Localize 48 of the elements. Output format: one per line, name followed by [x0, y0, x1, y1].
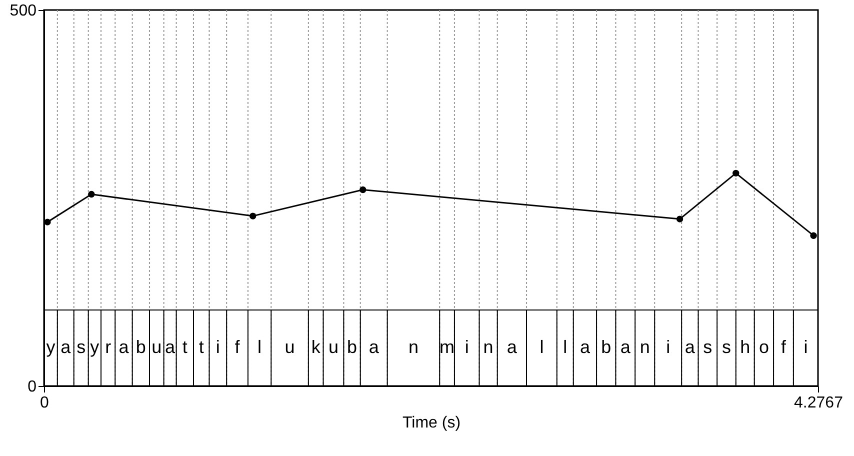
- annotation: a: [580, 337, 591, 358]
- annotation: l: [540, 337, 544, 358]
- annotation: i: [464, 337, 469, 358]
- annotation: a: [368, 337, 380, 358]
- annotation: a: [118, 337, 130, 358]
- annotation: u: [284, 337, 295, 358]
- annotation: h: [740, 337, 750, 358]
- annotation: a: [684, 337, 696, 358]
- annotation: u: [328, 337, 338, 358]
- annotation: f: [234, 337, 241, 358]
- annotation: a: [506, 337, 518, 358]
- annotation: f: [780, 337, 787, 358]
- annotation: i: [804, 337, 808, 358]
- annotation: y: [46, 337, 56, 358]
- annotation: n: [408, 337, 418, 358]
- annotation: l: [258, 337, 262, 358]
- annotation: i: [666, 337, 670, 358]
- annotation: s: [703, 337, 712, 358]
- annotation: k: [311, 337, 322, 358]
- annotation: s: [722, 337, 731, 358]
- annotation: n: [640, 337, 650, 358]
- annotation: a: [60, 337, 72, 358]
- point: [732, 170, 740, 177]
- point: [250, 212, 256, 220]
- annotation: i: [216, 337, 220, 358]
- point: [44, 218, 51, 226]
- annotation: s: [76, 337, 86, 358]
- point: [360, 186, 366, 194]
- y-tick-label: 500: [10, 2, 37, 20]
- annotation: m: [440, 337, 455, 358]
- annotation: t: [182, 337, 188, 358]
- annotation: b: [601, 337, 612, 358]
- annotation: b: [347, 337, 358, 358]
- annotation: y: [90, 337, 100, 358]
- x-axis-title: Time (s): [402, 414, 461, 432]
- annotation: u: [152, 337, 162, 358]
- annotation: n: [483, 337, 494, 358]
- point: [676, 216, 684, 222]
- point: [88, 190, 95, 198]
- x-tick-label: 4.2767: [794, 394, 844, 412]
- annotation: l: [563, 337, 568, 358]
- point: [810, 232, 817, 239]
- annotation: b: [136, 337, 146, 358]
- annotation: a: [165, 337, 176, 358]
- annotation: t: [198, 337, 204, 358]
- annotation: o: [758, 337, 769, 358]
- annotation: a: [620, 337, 632, 358]
- annotation: r: [105, 337, 112, 358]
